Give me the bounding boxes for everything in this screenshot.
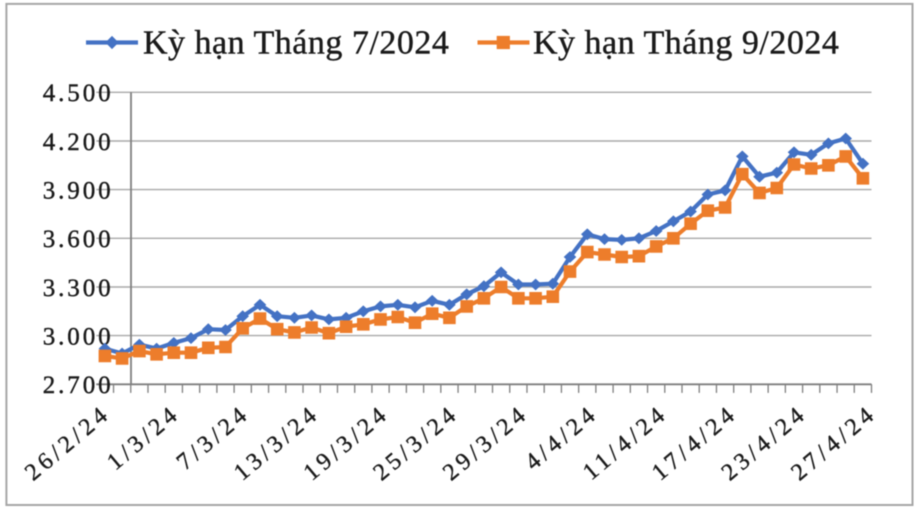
svg-text:Kỳ hạn Tháng 9/2024: Kỳ hạn Tháng 9/2024 [533,25,839,62]
svg-text:3.300: 3.300 [43,275,114,302]
svg-text:3.600: 3.600 [43,226,114,253]
svg-text:4.500: 4.500 [43,80,114,107]
svg-text:4.200: 4.200 [43,129,114,156]
svg-text:3.000: 3.000 [43,324,114,351]
svg-text:2.700: 2.700 [43,372,114,399]
svg-text:Kỳ hạn Tháng 7/2024: Kỳ hạn Tháng 7/2024 [143,25,449,62]
svg-text:3.900: 3.900 [43,178,114,205]
